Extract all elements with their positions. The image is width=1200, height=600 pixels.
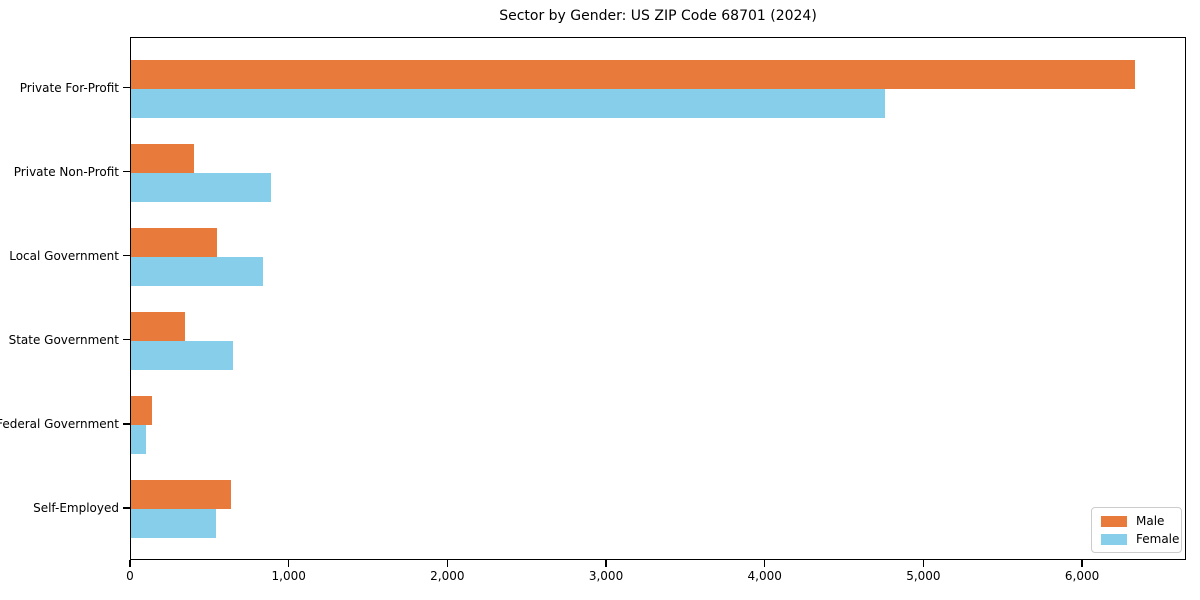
x-tick-mark <box>922 560 925 567</box>
x-tick-mark <box>764 560 766 567</box>
legend-swatch-male <box>1101 515 1127 527</box>
legend-item-female: Female <box>1101 532 1179 546</box>
bar-female-5 <box>131 509 216 538</box>
x-tick-label: 1,000 <box>271 569 306 583</box>
x-tick-mark <box>446 560 448 567</box>
legend: Male Female <box>1091 507 1182 553</box>
x-tick-mark <box>1081 560 1083 567</box>
x-tick-mark <box>288 560 290 567</box>
chart-title: Sector by Gender: US ZIP Code 68701 (202… <box>499 8 817 24</box>
y-tick-mark <box>123 507 130 509</box>
y-tick-mark <box>123 339 130 341</box>
y-tick-mark <box>123 255 130 257</box>
legend-label-female: Female <box>1136 532 1180 546</box>
y-tick-label: State Government <box>8 332 119 347</box>
y-tick-mark <box>123 423 130 425</box>
y-tick-mark <box>123 170 130 173</box>
x-tick-label: 5,000 <box>906 569 941 583</box>
legend-item-male: Male <box>1101 514 1173 528</box>
x-tick-label: 6,000 <box>1064 569 1100 583</box>
legend-swatch-female <box>1101 533 1127 545</box>
x-tick-label: 0 <box>126 569 134 583</box>
y-tick-label: Private For-Profit <box>19 80 119 95</box>
bar-female-3 <box>131 340 233 370</box>
legend-label-male: Male <box>1136 514 1165 528</box>
bar-male-4 <box>131 395 152 425</box>
x-tick-mark <box>129 560 131 567</box>
bar-male-2 <box>131 227 217 257</box>
bar-female-4 <box>131 424 147 454</box>
x-tick-label: 2,000 <box>430 569 465 583</box>
bar-male-3 <box>131 311 185 341</box>
y-tick-label: Self-Employed <box>33 501 119 515</box>
bar-female-2 <box>131 256 263 286</box>
y-tick-label: Private Non-Profit <box>13 164 119 179</box>
y-tick-mark <box>123 86 130 89</box>
bar-male-0 <box>131 59 1136 89</box>
x-tick-mark <box>605 560 607 567</box>
bar-female-0 <box>131 88 885 118</box>
bar-male-1 <box>131 143 194 173</box>
y-tick-label: Federal Government <box>0 416 119 431</box>
y-tick-label: Local Government <box>9 248 119 263</box>
plot-area <box>130 37 1186 560</box>
bar-male-5 <box>131 480 231 509</box>
x-tick-label: 4,000 <box>747 569 782 583</box>
x-tick-label: 3,000 <box>588 569 624 583</box>
bar-female-1 <box>131 172 272 202</box>
